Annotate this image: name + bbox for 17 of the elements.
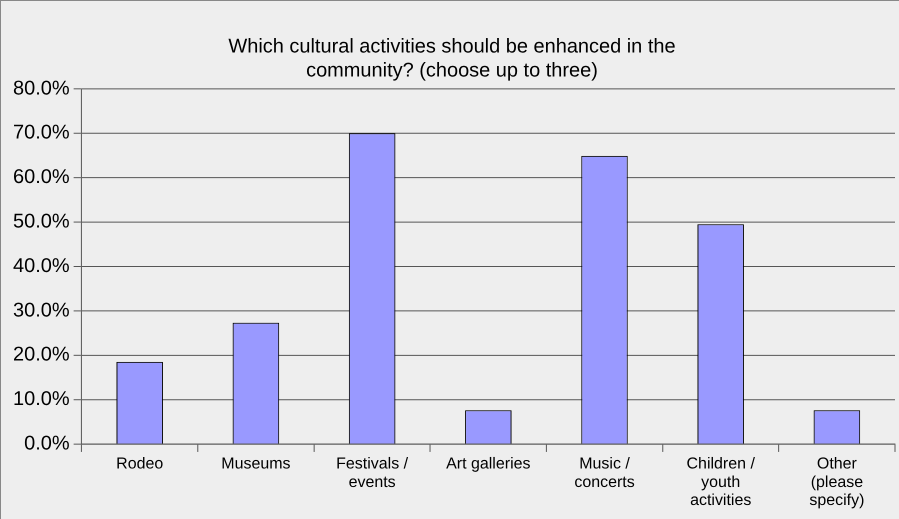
chart-title: Which cultural activities should be enhanced in the community? (choose up to three) [228, 35, 676, 82]
y-tick-label: 0.0% [24, 432, 70, 454]
x-tick-label: Children / youth activities [686, 456, 756, 510]
x-tick-label: Other (please specify) [809, 456, 864, 510]
x-tick-label: Festivals / events [336, 456, 409, 491]
y-tick-label: 60.0% [13, 166, 70, 188]
y-tick-label: 70.0% [13, 122, 70, 144]
y-tick-label: 40.0% [13, 254, 70, 277]
y-tick-label: 20.0% [13, 344, 70, 366]
y-tick-label: 10.0% [13, 388, 70, 410]
y-tick-label: 80.0% [13, 77, 70, 100]
x-tick-label: Museums [221, 456, 291, 472]
x-tick-label: Rodeo [116, 456, 164, 472]
y-tick-label: 50.0% [13, 210, 70, 232]
x-tick-label: Music / concerts [574, 456, 635, 491]
x-tick-label: Art galleries [446, 456, 530, 472]
y-tick-label: 30.0% [13, 299, 70, 322]
